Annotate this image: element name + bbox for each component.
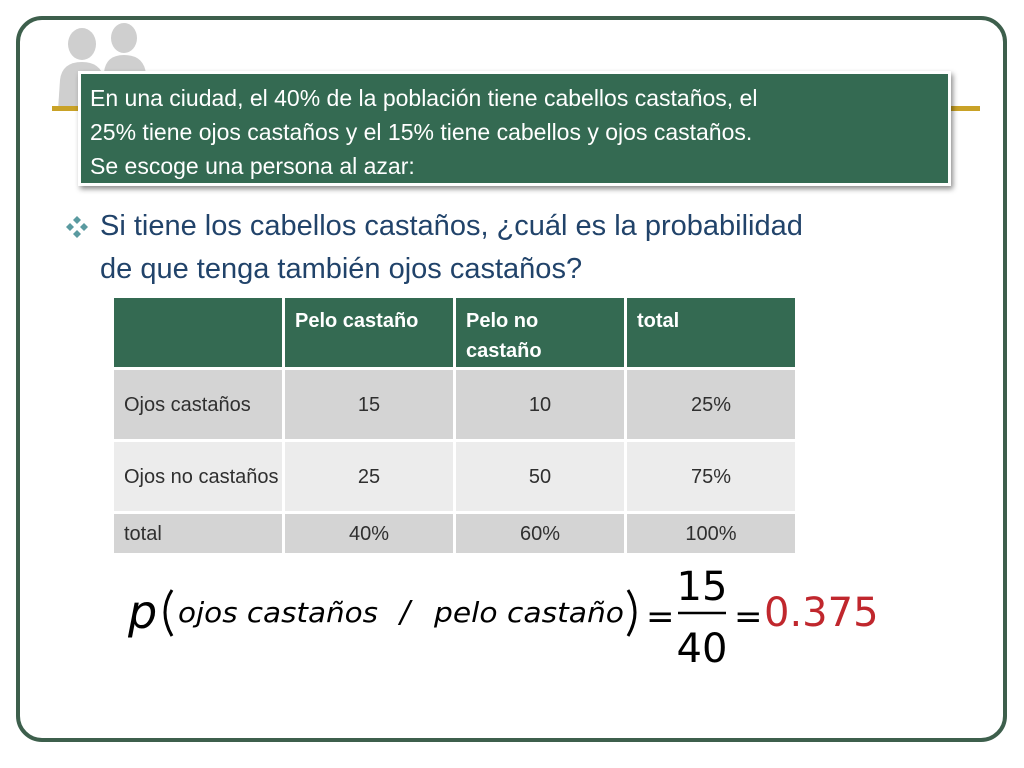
table-cell: 100% xyxy=(624,511,798,556)
table-row: total 40% 60% 100% xyxy=(111,511,798,556)
left-paren-icon xyxy=(163,589,174,637)
table-cell: 50 xyxy=(453,439,627,514)
problem-statement-box: En una ciudad, el 40% de la población ti… xyxy=(78,71,951,186)
table-header-row: Pelo castaño Pelo no castaño total xyxy=(111,295,798,370)
formula-result: 0.375 xyxy=(764,590,879,636)
table-header-cell: Pelo castaño xyxy=(282,295,456,370)
fraction-numerator: 15 xyxy=(677,564,728,610)
row-label: Ojos no castaños xyxy=(111,439,285,514)
table-cell: 40% xyxy=(282,511,456,556)
table-cell: 25% xyxy=(624,367,798,442)
problem-statement-line: Se escoge una persona al azar: xyxy=(90,153,415,179)
problem-statement-line: 25% tiene ojos castaños y el 15% tiene c… xyxy=(90,119,753,145)
table-cell: 10 xyxy=(453,367,627,442)
problem-statement-line: En una ciudad, el 40% de la población ti… xyxy=(90,85,758,111)
fraction-denominator: 40 xyxy=(677,626,728,672)
row-label: total xyxy=(111,511,285,556)
formula-condition: ojos castaños xyxy=(178,596,378,629)
table-header-cell: total xyxy=(624,295,798,370)
probability-formula: p ojos castaños / pelo castaño = 15 40 =… xyxy=(128,564,879,672)
question-text-line: de que tenga también ojos castaños? xyxy=(100,253,583,285)
table-row: Ojos castaños 15 10 25% xyxy=(111,367,798,442)
question-text-line: Si tiene los cabellos castaños, ¿cuál es… xyxy=(100,210,803,242)
table-row: Ojos no castaños 25 50 75% xyxy=(111,439,798,514)
row-label: Ojos castaños xyxy=(111,367,285,442)
table-cell: 25 xyxy=(282,439,456,514)
formula-equals: = xyxy=(646,597,675,637)
formula-equals: = xyxy=(734,597,763,637)
table-cell: 75% xyxy=(624,439,798,514)
formula-p: p xyxy=(128,585,157,639)
contingency-table: Pelo castaño Pelo no castaño total Ojos … xyxy=(111,295,798,556)
table-header-cell: Pelo no castaño xyxy=(453,295,627,370)
table-cell: 15 xyxy=(282,367,456,442)
diamond-bullet-icon xyxy=(66,216,88,238)
right-paren-icon xyxy=(626,589,637,637)
formula-given: pelo castaño xyxy=(433,596,624,629)
table-header-cell xyxy=(111,295,285,370)
table-cell: 60% xyxy=(453,511,627,556)
formula-slash: / xyxy=(397,595,413,630)
question-bullet: Si tiene los cabellos castaños, ¿cuál es… xyxy=(64,205,964,291)
